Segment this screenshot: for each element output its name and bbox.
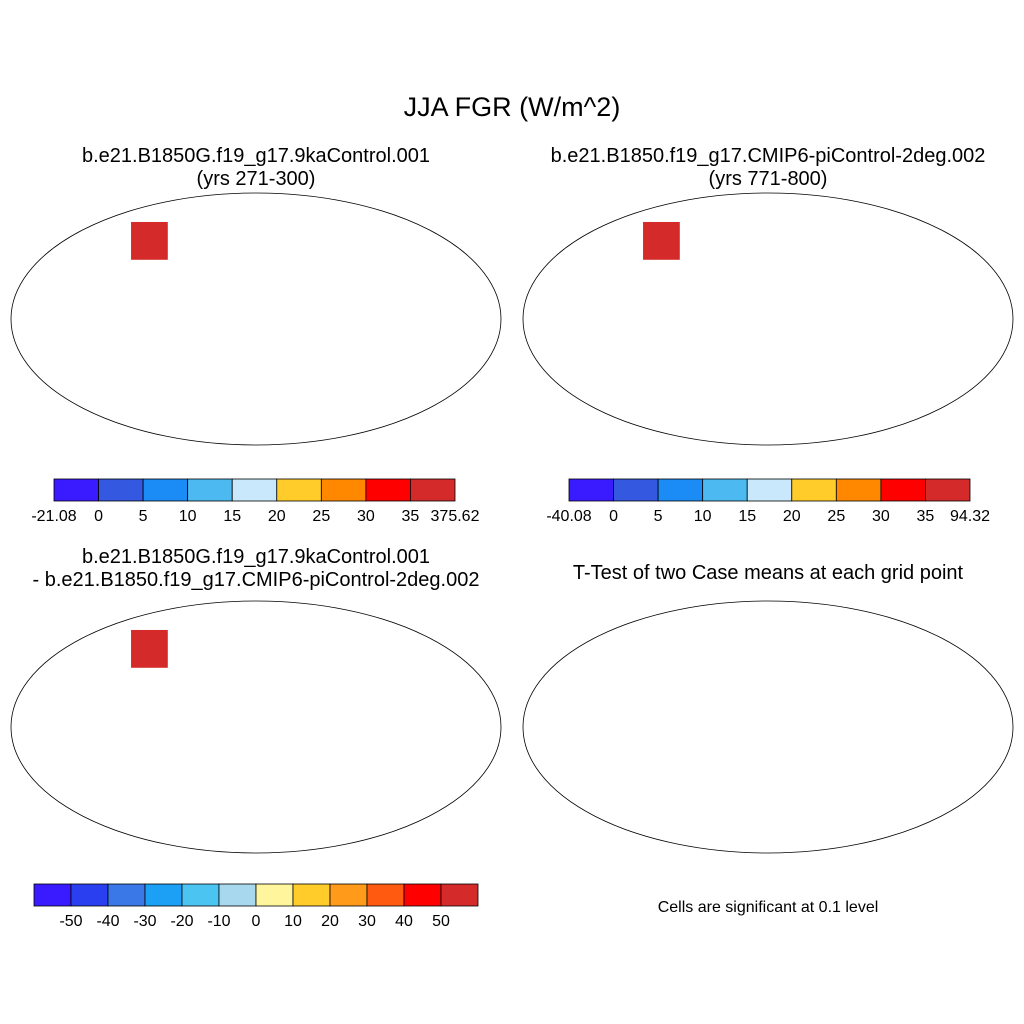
colorbar-swatch: [231, 478, 278, 502]
colorbar-swatch: [53, 478, 99, 502]
colorbar-tick-label: 5: [139, 508, 148, 525]
colorbar-tick-label: 0: [94, 508, 103, 525]
colorbar-swatch: [880, 478, 926, 502]
ocean-background: [11, 601, 501, 853]
warm-anomaly-patch: [131, 221, 168, 260]
colorbar-tick-label: 35: [917, 508, 935, 525]
colorbar-panel-3: -50 -40 -30 -20 -10 0 10 20 30 40 50: [33, 883, 479, 930]
colorbar-swatch: [613, 478, 659, 502]
colorbar-swatch: [98, 478, 144, 502]
panel-4-title: T-Test of two Case means at each grid po…: [572, 562, 964, 584]
colorbar-tick-label: 30: [358, 913, 376, 930]
colorbar-tick-label: 10: [694, 508, 712, 525]
colorbar-swatch: [320, 478, 367, 502]
colorbar-swatch: [292, 883, 331, 907]
colorbar-tick-label: 375.62: [431, 508, 480, 525]
panel-1-years: (yrs 271-300): [196, 168, 316, 190]
colorbar-tick-label: 25: [312, 508, 330, 525]
colorbar-tick-label: 30: [872, 508, 890, 525]
panel-2-case-name: b.e21.B1850.f19_g17.CMIP6-piControl-2deg…: [550, 145, 986, 167]
panel-3-title: b.e21.B1850G.f19_g17.9kaControl.001 - b.…: [0, 546, 512, 592]
map-border: [10, 192, 502, 446]
colorbar-swatch: [33, 883, 72, 907]
colorbar-swatch: [366, 883, 405, 907]
colorbar-swatch: [70, 883, 109, 907]
colorbar-tick-label: 25: [827, 508, 845, 525]
colorbar-tick-label: -10: [207, 913, 230, 930]
panel-3-case-a: b.e21.B1850G.f19_g17.9kaControl.001: [81, 546, 431, 568]
colorbar-swatch: [329, 883, 368, 907]
colorbar-tick-label: 10: [179, 508, 197, 525]
colorbar-tick-label: 0: [252, 913, 261, 930]
colorbar-tick-label: -50: [59, 913, 82, 930]
colorbar-swatch: [410, 478, 456, 502]
significance-note: Cells are significant at 0.1 level: [657, 899, 879, 916]
colorbar-swatch: [568, 478, 614, 502]
colorbar-tick-label: -20: [170, 913, 193, 930]
map-panel-2: [522, 192, 1014, 446]
ocean-background: [523, 601, 1013, 853]
colorbar-tick-label: 20: [321, 913, 339, 930]
colorbar-tick-label: 20: [268, 508, 286, 525]
colorbar-swatch: [142, 478, 189, 502]
colorbar-swatch: [255, 883, 294, 907]
map-panel-3: [10, 600, 502, 854]
colorbar-swatch: [440, 883, 479, 907]
colorbar-tick-label: 15: [223, 508, 241, 525]
colorbar-tick-label: -40: [96, 913, 119, 930]
warm-anomaly-patch: [131, 629, 168, 668]
map-panel-1: [10, 192, 502, 446]
colorbar-swatch: [218, 883, 257, 907]
colorbar-tick-label: 5: [654, 508, 663, 525]
map-border: [10, 600, 502, 854]
colorbar-tick-label: 15: [738, 508, 756, 525]
panel-3-case-b: - b.e21.B1850.f19_g17.CMIP6-piControl-2d…: [32, 569, 480, 591]
colorbar-tick-label: -40.08: [546, 508, 591, 525]
map-border: [522, 600, 1014, 854]
colorbar-panel-2: -40.08 0 5 10 15 20 25 30 35 94.32: [546, 478, 990, 525]
panel-2-title: b.e21.B1850.f19_g17.CMIP6-piControl-2deg…: [512, 145, 1024, 191]
colorbar-tick-label: 40: [395, 913, 413, 930]
colorbar-swatch: [746, 478, 793, 502]
colorbar-swatch: [835, 478, 882, 502]
colorbar-swatch: [365, 478, 411, 502]
colorbar-tick-label: -21.08: [31, 508, 76, 525]
colorbar-swatch: [657, 478, 704, 502]
colorbar-swatch: [276, 478, 322, 502]
figure-title: JJA FGR (W/m^2): [403, 92, 621, 122]
colorbar-swatch: [403, 883, 442, 907]
colorbar-swatch: [144, 883, 183, 907]
colorbar-swatch: [925, 478, 971, 502]
panel-2-years: (yrs 771-800): [708, 168, 828, 190]
panel-1-case-name: b.e21.B1850G.f19_g17.9kaControl.001: [81, 145, 431, 167]
colorbar-tick-label: 30: [357, 508, 375, 525]
map-border: [522, 192, 1014, 446]
colorbar-swatch: [187, 478, 233, 502]
colorbar-tick-label: 50: [432, 913, 450, 930]
colorbar-tick-label: 20: [783, 508, 801, 525]
colorbar-swatch: [181, 883, 220, 907]
colorbar-tick-label: 94.32: [950, 508, 990, 525]
colorbar-panel-1: -21.08 0 5 10 15 20 25 30 35 375.62: [31, 478, 480, 525]
colorbar-swatch: [791, 478, 837, 502]
colorbar-swatch: [702, 478, 748, 502]
colorbar-tick-label: 35: [402, 508, 420, 525]
colorbar-tick-label: -30: [133, 913, 156, 930]
warm-anomaly-patch: [643, 221, 680, 260]
map-panel-4: [522, 600, 1014, 854]
colorbar-tick-label: 10: [284, 913, 302, 930]
colorbar-tick-label: 0: [609, 508, 618, 525]
panel-1-title: b.e21.B1850G.f19_g17.9kaControl.001 (yrs…: [0, 145, 512, 191]
colorbar-swatch: [107, 883, 146, 907]
